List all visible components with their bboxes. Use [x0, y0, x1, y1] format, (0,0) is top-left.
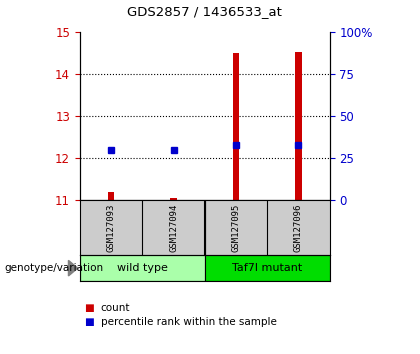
- Text: percentile rank within the sample: percentile rank within the sample: [101, 317, 277, 327]
- Text: count: count: [101, 303, 130, 313]
- Bar: [295, 52, 302, 200]
- Bar: [171, 198, 177, 200]
- Text: GSM127095: GSM127095: [231, 203, 241, 252]
- Text: GSM127096: GSM127096: [294, 203, 303, 252]
- Text: ■: ■: [84, 303, 94, 313]
- Bar: [108, 192, 114, 200]
- Text: GSM127093: GSM127093: [107, 203, 116, 252]
- Bar: [233, 53, 239, 200]
- Text: wild type: wild type: [117, 263, 168, 273]
- Text: ■: ■: [84, 317, 94, 327]
- Text: GDS2857 / 1436533_at: GDS2857 / 1436533_at: [127, 5, 282, 18]
- Text: GSM127094: GSM127094: [169, 203, 178, 252]
- Text: Taf7l mutant: Taf7l mutant: [232, 263, 302, 273]
- Text: genotype/variation: genotype/variation: [4, 263, 103, 273]
- FancyBboxPatch shape: [205, 255, 330, 281]
- Polygon shape: [68, 261, 78, 276]
- FancyBboxPatch shape: [80, 255, 205, 281]
